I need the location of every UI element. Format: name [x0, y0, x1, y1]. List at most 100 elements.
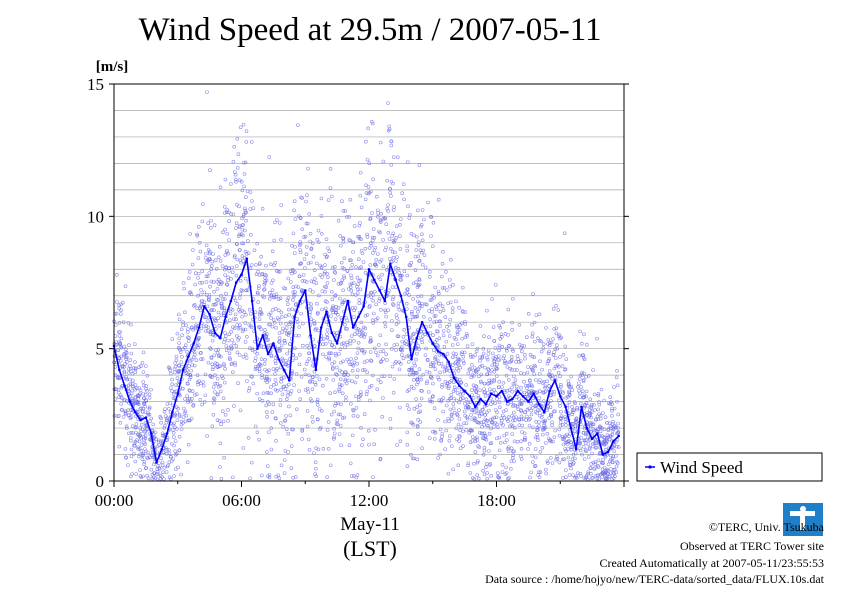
scatter-point: [351, 413, 356, 418]
scatter-point: [348, 341, 353, 346]
scatter-point: [175, 418, 180, 422]
scatter-point: [319, 409, 324, 413]
scatter-point: [205, 90, 209, 94]
scatter-point: [262, 362, 267, 366]
x-tick-label: 00:00: [95, 491, 134, 510]
scatter-point: [260, 473, 264, 478]
scatter-point: [142, 462, 146, 466]
scatter-point: [410, 336, 414, 340]
footer-observed: Observed at TERC Tower site: [679, 539, 824, 553]
scatter-point: [120, 396, 124, 400]
scatter-point: [179, 422, 184, 427]
scatter-point: [162, 410, 167, 414]
scatter-point: [605, 467, 609, 472]
scatter-point: [130, 372, 135, 376]
scatter-point: [120, 364, 125, 368]
scatter-point: [507, 388, 512, 392]
line-point: [431, 342, 435, 345]
scatter-point: [143, 434, 148, 438]
scatter-point: [300, 429, 304, 433]
scatter-point: [450, 310, 455, 314]
scatter-point: [115, 273, 119, 277]
scatter-point: [588, 397, 593, 402]
scatter-point: [531, 396, 535, 401]
scatter-point: [286, 331, 291, 335]
scatter-point: [288, 269, 293, 274]
scatter-point: [283, 341, 287, 345]
scatter-point: [463, 335, 468, 340]
scatter-point: [174, 453, 178, 457]
scatter-point: [390, 297, 395, 302]
scatter-point: [513, 403, 518, 408]
scatter-point: [323, 284, 327, 289]
scatter-point: [174, 439, 178, 443]
scatter-point: [387, 124, 391, 129]
scatter-point: [332, 360, 337, 364]
line-point: [447, 360, 451, 364]
scatter-point: [431, 363, 436, 367]
scatter-point: [211, 252, 215, 256]
scatter-point: [248, 476, 252, 481]
scatter-point: [408, 212, 412, 217]
scatter-point: [124, 424, 129, 429]
scatter-point: [142, 400, 147, 405]
scatter-point: [437, 353, 442, 357]
scatter-point: [122, 344, 126, 349]
scatter-point: [585, 410, 589, 415]
scatter-point: [489, 473, 493, 478]
scatter-point: [249, 460, 254, 465]
scatter-point: [413, 314, 417, 319]
scatter-point: [297, 333, 301, 338]
scatter-point: [175, 410, 179, 415]
scatter-point: [212, 397, 217, 402]
scatter-point: [144, 466, 148, 471]
scatter-point: [187, 270, 192, 274]
scatter-point: [215, 376, 220, 381]
scatter-point: [530, 331, 535, 336]
scatter-point: [470, 435, 475, 439]
scatter-point: [392, 343, 397, 347]
scatter-point: [549, 439, 554, 444]
scatter-point: [447, 323, 452, 327]
scatter-point: [409, 231, 414, 236]
scatter-point: [291, 290, 296, 294]
scatter-point: [584, 394, 588, 399]
scatter-point: [287, 322, 292, 327]
scatter-point: [211, 280, 216, 284]
scatter-point: [398, 247, 403, 251]
scatter-point: [274, 439, 278, 443]
scatter-point: [367, 442, 371, 447]
line-point: [298, 299, 302, 303]
scatter-point: [359, 426, 363, 430]
scatter-point: [313, 472, 317, 476]
scatter-point: [440, 434, 444, 439]
scatter-point: [401, 356, 406, 360]
scatter-point: [345, 318, 349, 323]
scatter-point: [305, 386, 310, 391]
scatter-point: [383, 321, 387, 325]
scatter-point: [605, 421, 609, 425]
scatter-point: [417, 282, 422, 287]
scatter-point: [519, 457, 524, 461]
scatter-point: [305, 409, 310, 413]
scatter-point: [301, 321, 305, 326]
scatter-point: [298, 240, 302, 244]
scatter-point: [525, 407, 530, 412]
scatter-point: [145, 427, 149, 432]
scatter-point: [357, 298, 362, 302]
scatter-point: [502, 361, 507, 365]
scatter-point: [487, 408, 491, 413]
scatter-point: [411, 456, 415, 461]
scatter-point: [119, 336, 124, 341]
scatter-point: [235, 334, 239, 338]
scatter-point: [509, 467, 513, 471]
scatter-point: [373, 428, 377, 432]
scatter-point: [394, 224, 399, 228]
scatter-point: [193, 303, 197, 307]
scatter-point: [300, 196, 304, 200]
scatter-point: [520, 430, 524, 434]
scatter-point: [366, 294, 370, 298]
scatter-point: [364, 183, 368, 188]
scatter-point: [463, 319, 467, 324]
scatter-point: [354, 356, 358, 361]
